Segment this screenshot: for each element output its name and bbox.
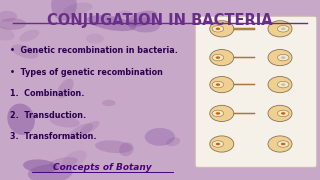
Circle shape [281,112,285,115]
Ellipse shape [87,15,136,31]
Ellipse shape [210,76,234,93]
Text: 3.  Transformation.: 3. Transformation. [10,132,96,141]
Circle shape [281,28,285,30]
Ellipse shape [0,26,15,40]
Circle shape [277,26,289,32]
Circle shape [281,83,285,86]
Ellipse shape [117,10,132,18]
Ellipse shape [50,115,80,127]
FancyArrow shape [234,57,255,58]
Circle shape [277,141,289,147]
Ellipse shape [95,140,132,153]
Text: CONJUGATION IN BACTERIA: CONJUGATION IN BACTERIA [47,13,273,28]
Ellipse shape [7,103,35,135]
Ellipse shape [23,159,58,173]
Circle shape [277,110,289,117]
Ellipse shape [268,50,292,66]
Ellipse shape [68,123,93,139]
Ellipse shape [268,105,292,122]
Text: 1.  Combination.: 1. Combination. [10,89,84,98]
Circle shape [212,110,224,117]
Text: Concepts of Botany: Concepts of Botany [53,163,152,172]
Circle shape [216,28,220,30]
Circle shape [216,56,220,59]
Ellipse shape [210,105,234,122]
Ellipse shape [268,21,292,37]
Circle shape [277,54,289,61]
Circle shape [216,143,220,145]
Ellipse shape [28,164,73,180]
FancyArrow shape [234,113,255,114]
Ellipse shape [119,142,134,156]
Ellipse shape [51,0,77,21]
Ellipse shape [57,79,74,98]
Ellipse shape [128,18,160,32]
Ellipse shape [62,150,87,168]
Ellipse shape [63,3,92,15]
Circle shape [216,83,220,86]
Ellipse shape [210,136,234,152]
Text: •  Types of genetic recombination: • Types of genetic recombination [10,68,163,76]
Circle shape [281,56,285,59]
Ellipse shape [102,100,116,106]
Circle shape [216,112,220,115]
Ellipse shape [49,157,78,168]
Circle shape [212,54,224,61]
Circle shape [281,143,285,145]
Circle shape [212,26,224,32]
Ellipse shape [0,18,26,30]
Circle shape [212,141,224,147]
Text: 2.  Transduction.: 2. Transduction. [10,111,86,120]
Circle shape [212,81,224,88]
FancyArrow shape [234,28,255,30]
Ellipse shape [166,137,180,146]
Ellipse shape [86,34,104,44]
FancyBboxPatch shape [195,16,317,167]
Ellipse shape [0,11,17,22]
FancyArrow shape [234,84,255,85]
Ellipse shape [127,11,157,27]
Circle shape [277,81,289,88]
Ellipse shape [210,21,234,37]
Ellipse shape [145,128,175,146]
Ellipse shape [80,121,100,134]
Ellipse shape [268,136,292,152]
Ellipse shape [11,44,38,59]
Ellipse shape [210,50,234,66]
Ellipse shape [268,76,292,93]
Ellipse shape [19,30,39,42]
Text: •  Genetic recombination in bacteria.: • Genetic recombination in bacteria. [10,46,178,55]
